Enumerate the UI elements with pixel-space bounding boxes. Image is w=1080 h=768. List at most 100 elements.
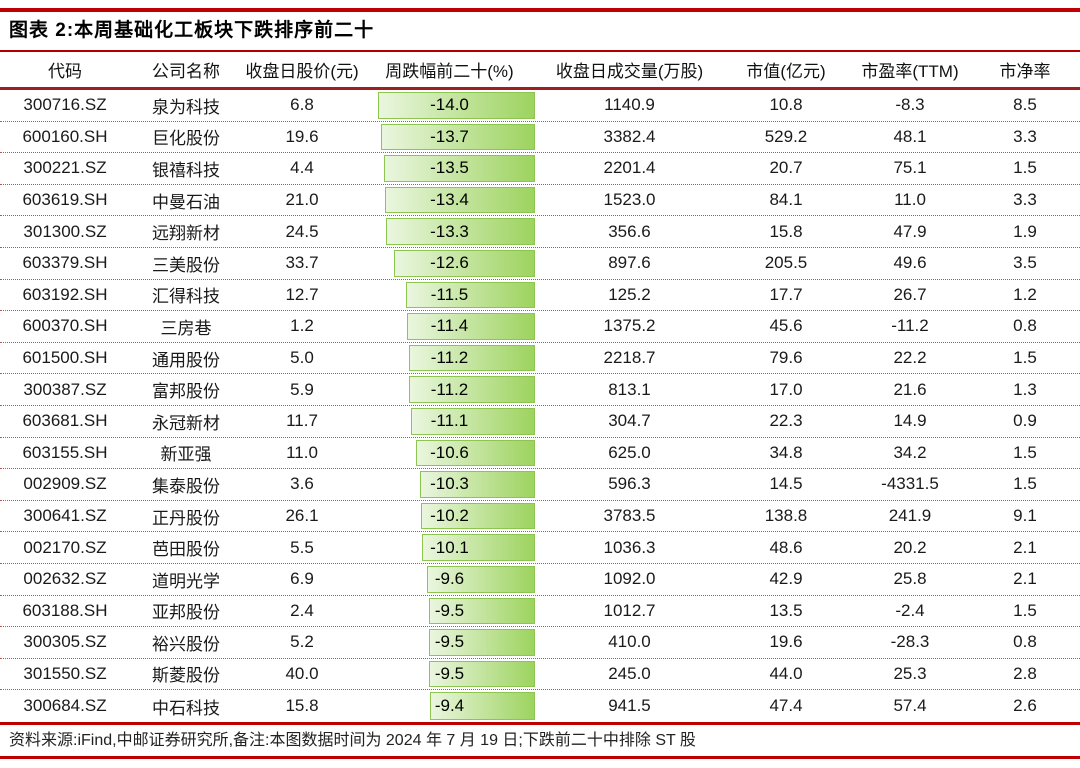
company-name-cell: 泉为科技 — [152, 97, 220, 117]
pe-ttm-cell: 57.4 — [893, 696, 927, 716]
pe-ttm-cell: -28.3 — [890, 632, 930, 652]
table-row: 301300.SZ 远翔新材 24.5 -13.3 356.6 15.8 47.9 1.9 — [0, 216, 1080, 248]
pe-ttm-cell: 26.7 — [893, 284, 927, 304]
decline-value: -12.6 — [430, 253, 469, 273]
market-cap-cell: 205.5 — [764, 253, 808, 273]
weekly-change-cell: -11.4 — [362, 311, 537, 342]
decline-value: -10.2 — [430, 506, 469, 526]
weekly-change-cell: -9.5 — [362, 596, 537, 627]
market-cap-cell: 45.6 — [769, 316, 803, 336]
volume-cell: 1012.7 — [603, 600, 656, 620]
decline-value: -13.4 — [430, 190, 469, 210]
decline-data-bar — [416, 439, 535, 467]
company-name-cell: 道明光学 — [152, 571, 220, 591]
close-price-cell: 1.2 — [290, 316, 314, 336]
code-cell: 301550.SZ — [23, 663, 107, 683]
table-row: 603619.SH 中曼石油 21.0 -13.4 1523.0 84.1 11.0 3.3 — [0, 185, 1080, 217]
table-row: 603188.SH 亚邦股份 2.4 -9.5 1012.7 13.5 -2.4 1.5 — [0, 596, 1080, 628]
decline-data-bar — [383, 155, 535, 182]
market-cap-cell: 79.6 — [769, 348, 803, 368]
decline-data-bar — [409, 376, 535, 403]
close-price-cell: 19.6 — [285, 126, 319, 146]
weekly-change-cell: -11.2 — [362, 374, 537, 405]
code-cell: 300716.SZ — [23, 95, 107, 115]
volume-cell: 2201.4 — [603, 158, 656, 178]
decline-value: -11.4 — [430, 316, 469, 336]
market-cap-cell: 19.6 — [769, 632, 803, 652]
company-name-cell: 新亚强 — [160, 445, 212, 465]
decline-data-bar — [378, 92, 535, 119]
report-figure: 图表 2:本周基础化工板块下跌排序前二十 代码 公司名称 收盘日股价(元) 周跌… — [0, 8, 1080, 759]
market-cap-cell: 17.7 — [769, 284, 803, 304]
close-price-cell: 26.1 — [285, 506, 319, 526]
decline-value: -9.5 — [434, 600, 465, 620]
close-price-cell: 24.5 — [285, 221, 319, 241]
volume-cell: 1375.2 — [603, 316, 656, 336]
decline-value: -11.2 — [430, 348, 469, 368]
code-cell: 603188.SH — [22, 600, 108, 620]
table-row: 300387.SZ 富邦股份 5.9 -11.2 813.1 17.0 21.6 1.3 — [0, 374, 1080, 406]
company-name-cell: 中曼石油 — [152, 192, 220, 212]
pb-cell: 2.1 — [1013, 537, 1037, 557]
header-divider-rule — [0, 87, 1080, 90]
code-cell: 603155.SH — [22, 442, 108, 462]
volume-cell: 1523.0 — [603, 190, 656, 210]
close-price-cell: 15.8 — [285, 696, 319, 716]
header-weekly-change: 周跌幅前二十(%) — [385, 62, 514, 81]
pe-ttm-cell: 75.1 — [893, 158, 927, 178]
company-name-cell: 正丹股份 — [152, 508, 220, 528]
table-row: 600370.SH 三房巷 1.2 -11.4 1375.2 45.6 -11.2 0.8 — [0, 311, 1080, 343]
company-name-cell: 三美股份 — [152, 255, 220, 275]
market-cap-cell: 47.4 — [769, 696, 803, 716]
decline-data-bar — [409, 344, 535, 372]
pe-ttm-cell: 241.9 — [888, 506, 932, 526]
volume-cell: 3382.4 — [603, 126, 656, 146]
pe-ttm-cell: 20.2 — [893, 537, 927, 557]
volume-cell: 897.6 — [608, 253, 651, 273]
decline-value: -14.0 — [430, 95, 469, 115]
weekly-change-cell: -9.5 — [362, 627, 537, 658]
table-row: 300305.SZ 裕兴股份 5.2 -9.5 410.0 19.6 -28.3 0.8 — [0, 627, 1080, 659]
table-row: 603379.SH 三美股份 33.7 -12.6 897.6 205.5 49.6 3.5 — [0, 248, 1080, 280]
pe-ttm-cell: 21.6 — [893, 379, 927, 399]
pb-cell: 2.8 — [1013, 663, 1037, 683]
market-cap-cell: 22.3 — [769, 411, 803, 431]
volume-cell: 2218.7 — [603, 348, 656, 368]
table-body: 300716.SZ 泉为科技 6.8 -14.0 1140.9 10.8 -8.3 8.5 60… — [0, 90, 1080, 722]
pb-cell: 0.9 — [1013, 411, 1037, 431]
code-cell: 301300.SZ — [23, 221, 107, 241]
decline-value: -10.1 — [430, 537, 469, 557]
volume-cell: 1036.3 — [603, 537, 656, 557]
decline-value: -11.5 — [430, 284, 469, 304]
market-cap-cell: 44.0 — [769, 663, 803, 683]
decline-value: -9.4 — [434, 696, 465, 716]
decline-data-bar — [428, 660, 535, 688]
weekly-change-cell: -11.2 — [362, 343, 537, 374]
close-price-cell: 6.8 — [290, 95, 314, 115]
pb-cell: 3.3 — [1013, 126, 1037, 146]
volume-cell: 625.0 — [608, 442, 651, 462]
company-name-cell: 银禧科技 — [152, 160, 220, 180]
table-row: 603192.SH 汇得科技 12.7 -11.5 125.2 17.7 26.7 1.2 — [0, 280, 1080, 312]
table-row: 600160.SH 巨化股份 19.6 -13.7 3382.4 529.2 48.1 3.3 — [0, 122, 1080, 154]
page-bottom-rule — [0, 756, 1080, 759]
company-name-cell: 富邦股份 — [152, 382, 220, 402]
pe-ttm-cell: 25.3 — [893, 663, 927, 683]
market-cap-cell: 138.8 — [764, 506, 808, 526]
weekly-change-cell: -9.4 — [362, 690, 537, 722]
close-price-cell: 11.0 — [286, 442, 318, 462]
pe-ttm-cell: 48.1 — [893, 126, 927, 146]
market-cap-cell: 34.8 — [769, 442, 803, 462]
pb-cell: 1.5 — [1013, 600, 1037, 620]
pb-cell: 1.9 — [1013, 221, 1037, 241]
close-price-cell: 5.5 — [290, 537, 314, 557]
code-cell: 300641.SZ — [23, 506, 107, 526]
decline-data-bar — [385, 218, 535, 245]
weekly-change-cell: -10.6 — [362, 438, 537, 469]
pe-ttm-cell: -2.4 — [895, 600, 925, 620]
code-cell: 603619.SH — [22, 190, 108, 210]
weekly-change-cell: -11.1 — [362, 406, 537, 437]
weekly-change-cell: -13.3 — [362, 216, 537, 247]
close-price-cell: 33.7 — [285, 253, 319, 273]
code-cell: 300221.SZ — [23, 158, 107, 178]
